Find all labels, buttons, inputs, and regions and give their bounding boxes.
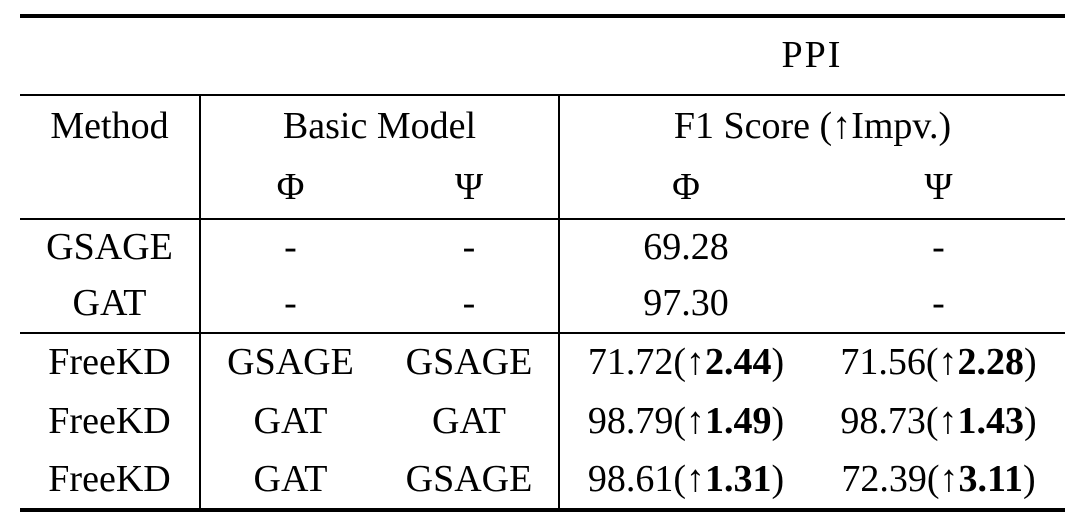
table-row: GAT - -97.30- [20,276,1065,334]
results-table: PPI Method Basic Model F1 Score (↑Impv.)… [20,14,1065,512]
cell-method: FreeKD [48,399,171,442]
dataset-header-spacer [20,16,559,96]
cell-basic-model-psi: GSAGE [405,341,533,384]
score-value: 72.39( [841,457,940,500]
cell-f1-score-phi: 71.72(↑2.44) [558,333,812,392]
subheader-basic-phi: Φ [199,157,380,220]
cell-method: GSAGE [46,226,173,269]
cell-f1-score-phi: 98.61(↑1.31) [558,451,812,510]
table-row: FreeKD GSAGE GSAGE 71.72(↑2.44) 71.56(↑2.28) [20,333,1065,392]
subheader-f1-psi: Ψ [812,157,1065,220]
cell-f1-score-psi: 71.56(↑2.28) [812,333,1065,392]
column-group-header-row: Method Basic Model F1 Score (↑Impv.) [20,95,1065,157]
subheader-f1-phi: Φ [558,157,812,220]
improvement-value: ↑2.28 [938,341,1025,384]
score-value: 98.79( [587,399,686,442]
cell-basic-model-psi: GSAGE [405,457,533,500]
table-row: FreeKD GAT GSAGE 98.61(↑1.31) 72.39(↑3.11) [20,451,1065,510]
improvement-value: ↑1.43 [938,399,1025,442]
score-close-paren: ) [1024,341,1037,384]
improvement-value: ↑2.44 [686,341,772,384]
cell-basic-model-phi: GSAGE [199,333,380,392]
score-value: 71.72( [587,341,686,384]
cell-method: FreeKD [48,457,171,500]
cell-f1-score-phi: 98.79(↑1.49) [558,392,812,451]
header-f1-score: F1 Score (↑Impv.) [558,95,1065,157]
score-value: 71.56( [840,341,939,384]
cell-f1-score-psi: 98.73(↑1.43) [812,392,1065,451]
score-close-paren: ) [1024,399,1037,442]
improvement-value: ↑1.49 [686,399,772,442]
dataset-name: PPI [559,16,1065,96]
cell-basic-model-psi: - [462,226,476,269]
score-close-paren: ) [1022,457,1036,500]
cell-basic-model-phi: - [199,219,380,276]
cell-f1-score-phi: 97.30 [558,276,812,334]
subheader-spacer [20,157,200,220]
header-method: Method [50,104,169,147]
improvement-value: ↑1.31 [686,457,772,500]
dataset-header-row: PPI [20,16,1065,96]
score-close-paren: ) [771,341,785,384]
cell-f1-score-psi: - [812,276,1065,334]
subheader-basic-psi: Ψ [380,157,559,220]
score-value: 98.73( [840,399,939,442]
score-close-paren: ) [771,399,785,442]
score-value: 98.61( [587,457,686,500]
table-row: GSAGE - -69.28- [20,219,1065,276]
score-close-paren: ) [771,457,785,500]
cell-basic-model-psi: - [380,276,559,334]
cell-basic-model-psi: GAT [432,399,506,442]
cell-method: FreeKD [48,341,171,384]
subheader-row: Φ Ψ Φ Ψ [20,157,1065,220]
cell-method: GAT [20,276,200,334]
cell-f1-score-psi: - [932,226,945,269]
improvement-value: ↑3.11 [939,457,1023,500]
cell-f1-score-phi: 69.28 [558,219,812,276]
header-basic-model: Basic Model [199,95,559,157]
cell-f1-score-psi: 72.39(↑3.11) [812,451,1065,510]
cell-basic-model-phi: GAT [199,451,380,510]
table-row: FreeKD GAT GAT 98.79(↑1.49) 98.73(↑1.43) [20,392,1065,451]
table-body: GSAGE - -69.28- GAT - -97.30- FreeKD GSAGE GSAGE… [20,219,1065,510]
cell-basic-model-phi: - [199,276,380,334]
cell-basic-model-phi: GAT [199,392,380,451]
